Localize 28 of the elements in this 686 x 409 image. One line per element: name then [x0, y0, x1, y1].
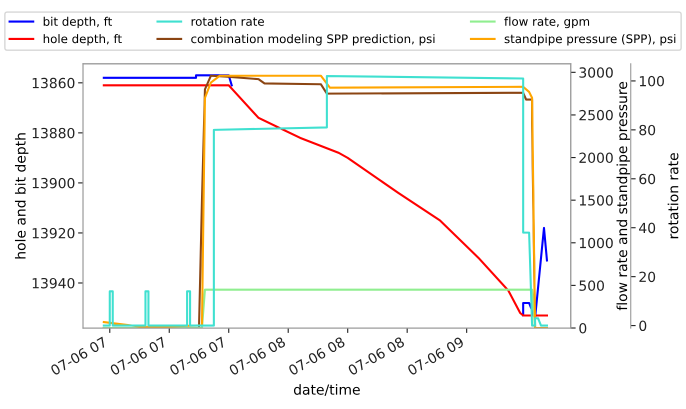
y3-tick-label: 80	[639, 124, 656, 136]
y3-tick-label: 60	[639, 174, 656, 184]
y-tick-label: 13860	[32, 78, 74, 88]
legend-label: standpipe pressure (SPP), psi	[504, 34, 676, 46]
legend-label: combination modeling SPP prediction, psi	[191, 34, 434, 46]
y3-tick-label: 0	[639, 320, 646, 332]
legend-label: hole depth, ft	[44, 34, 122, 46]
x-axis-title: date/time	[294, 384, 360, 396]
y2-tick-label: 2000	[579, 152, 613, 164]
y2-axis-title: flow rate and standpipe pressure	[616, 82, 630, 310]
y3-tick-label: 100	[640, 76, 664, 86]
y-tick-label: 13940	[32, 278, 74, 288]
y2-tick-label: 1500	[580, 195, 613, 206]
y3-tick-label: 20	[639, 272, 656, 282]
legend-label: flow rate, gpm	[504, 16, 590, 28]
y2-tick-label: 2500	[579, 110, 613, 120]
legend-label: rotation rate	[192, 16, 264, 26]
y-tick-label: 13880	[32, 128, 74, 138]
legend-label: bit depth, ft	[44, 16, 112, 28]
y-axis-title: hole and bit depth	[14, 133, 28, 258]
y-tick-label: 13900	[32, 178, 74, 188]
y3-tick-label: 40	[639, 222, 656, 234]
y2-tick-label: 3000	[579, 67, 613, 78]
y3-axis-title: rotation rate	[668, 153, 678, 238]
y2-tick-label: 1000	[580, 238, 613, 248]
y-tick-label: 13920	[32, 228, 74, 238]
y2-tick-label: 500	[579, 280, 604, 291]
y2-tick-label: 0	[579, 322, 586, 334]
